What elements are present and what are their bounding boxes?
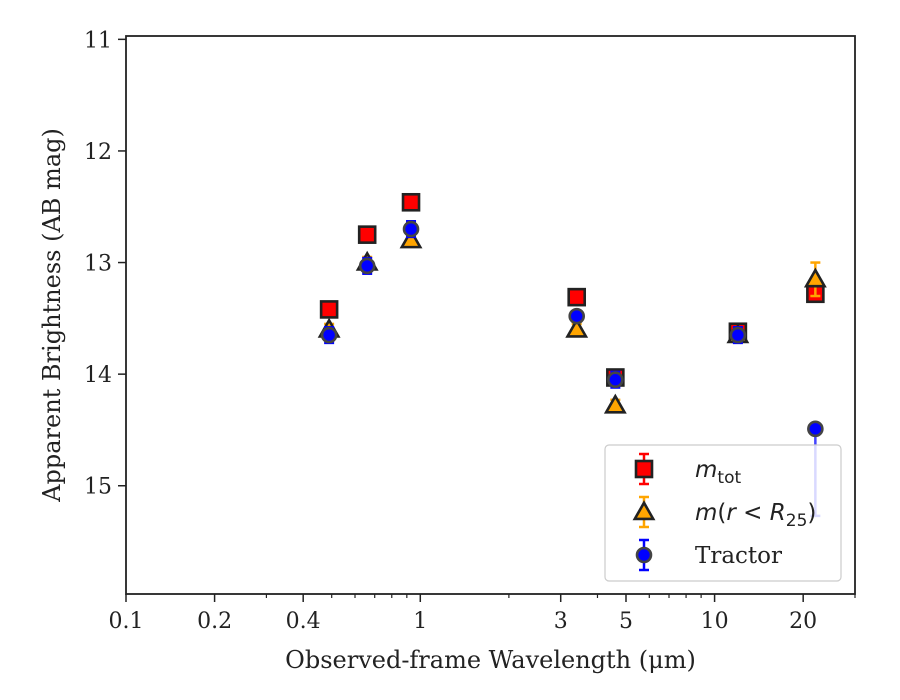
point-tractor: [729, 326, 747, 344]
x-tick-label: 0.1: [109, 609, 144, 634]
point-mr25: [603, 393, 627, 414]
series-tractor: [320, 220, 824, 518]
legend-label-tractor: Tractor: [695, 543, 782, 569]
series-mtot: [319, 192, 825, 387]
x-tick-label: 0.2: [197, 609, 232, 634]
point-tractor: [807, 420, 824, 438]
x-tick-label: 5: [619, 609, 633, 634]
point-tractor: [358, 257, 376, 275]
y-tick-label: 11: [84, 28, 112, 53]
legend-marker-mr25: [632, 500, 656, 521]
y-tick-label: 14: [84, 363, 112, 388]
y-tick-label: 12: [84, 140, 112, 165]
legend-marker-mtot: [634, 459, 654, 479]
y-axis-label: Apparent Brightness (AB mag): [38, 128, 66, 503]
legend-box: [604, 444, 842, 582]
point-tractor: [607, 371, 624, 389]
data-marks: [317, 192, 827, 518]
point-mr25: [399, 228, 423, 249]
point-mr25: [803, 267, 827, 288]
legend-label-mr25: m(r < R25): [695, 500, 816, 531]
point-mtot: [319, 300, 339, 319]
point-tractor: [402, 220, 420, 238]
x-axis-label: Observed-frame Wavelength (μm): [285, 646, 696, 674]
x-tick-label: 0.4: [286, 609, 321, 634]
point-tractor: [320, 326, 338, 344]
point-mtot: [401, 192, 421, 212]
point-mtot: [567, 287, 587, 307]
point-mr25: [565, 317, 589, 338]
legend: mtot m(r < R25) Tractor: [604, 444, 842, 582]
x-tick-label: 3: [554, 609, 568, 634]
legend-marker-tractor: [635, 546, 653, 564]
y-tick-label: 13: [84, 252, 112, 277]
legend-label-mtot: mtot: [695, 457, 741, 488]
x-tick-label: 1: [413, 609, 427, 634]
point-tractor: [568, 307, 586, 325]
x-tick-label: 10: [701, 609, 729, 634]
point-mtot: [357, 225, 377, 244]
plot-frame: [125, 35, 856, 595]
x-tick-label: 20: [789, 609, 817, 634]
y-tick-label: 15: [84, 475, 112, 500]
